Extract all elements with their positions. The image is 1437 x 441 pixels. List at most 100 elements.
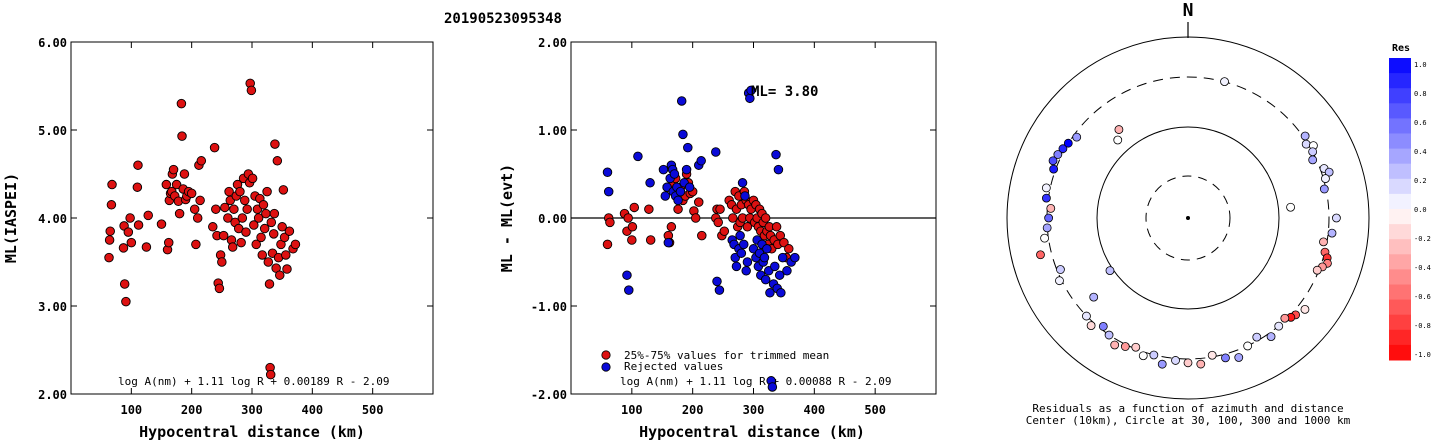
x-tick-label: 400: [803, 403, 825, 417]
data-point-trimmed: [258, 200, 269, 210]
data-point-rejected: [663, 237, 674, 248]
colorbar-cell: [1389, 299, 1411, 316]
data-point-rejected: [622, 270, 632, 280]
colorbar-ticks: 1.0 0.8 0.6 0.4 0.2 0.0 -0.2 -0.4 -0.6 -0.8 -1.0: [1414, 61, 1431, 359]
colorbar-cell: [1389, 103, 1411, 119]
data-point-trimmed: [104, 235, 115, 245]
station-marker: [1044, 213, 1054, 223]
legend-label-trimmed: 25%-75% values for trimmed mean: [624, 349, 829, 362]
station-marker: [1105, 266, 1115, 276]
data-point-trimmed: [105, 226, 115, 236]
x-axis-label: Hypocentral distance (km): [139, 423, 365, 441]
station-marker: [1082, 311, 1091, 321]
data-point-rejected: [767, 382, 778, 392]
x-tick-label: 200: [181, 403, 203, 417]
station-marker: [1301, 139, 1311, 149]
station-marker: [1327, 228, 1337, 238]
colorbar-tick-label: -1.0: [1414, 351, 1431, 359]
colorbar-cell: [1389, 254, 1411, 270]
colorbar-cell: [1389, 148, 1411, 165]
data-point-rejected: [735, 230, 745, 241]
station-marker: [1040, 233, 1050, 243]
data-point-trimmed: [605, 217, 615, 228]
colorbar-tick-label: 0.4: [1414, 148, 1427, 156]
legend-marker-trimmed: [601, 350, 611, 360]
data-point-trimmed: [143, 210, 153, 221]
data-point-rejected: [776, 288, 786, 298]
data-point-trimmed: [623, 213, 633, 223]
tick-group: 100 200 300 400 500 -2.00 -1.00 0.00 1.00 2.00: [531, 36, 936, 417]
data-point-trimmed: [627, 235, 637, 245]
data-point-trimmed: [214, 283, 225, 294]
y-tick-label: -1.00: [531, 300, 567, 314]
data-point-trimmed: [106, 200, 117, 210]
data-point-trimmed: [227, 242, 238, 252]
data-point-rejected: [669, 169, 680, 179]
station-marker: [1138, 351, 1148, 361]
station-marker: [1041, 183, 1051, 193]
station-marker: [1324, 167, 1334, 177]
station-marker: [1220, 77, 1229, 87]
data-point-rejected: [773, 164, 784, 175]
data-point-rejected: [746, 85, 756, 96]
data-point-trimmed: [742, 222, 753, 232]
colorbar-title: Res: [1392, 43, 1410, 54]
station-marker: [1072, 132, 1082, 142]
station-marker: [1036, 250, 1045, 260]
colorbar-cell: [1389, 163, 1411, 180]
station-marker: [1042, 223, 1052, 233]
data-point-rejected: [681, 164, 692, 175]
data-point-rejected: [683, 142, 693, 153]
data-point-trimmed: [240, 195, 250, 206]
data-point-trimmed: [242, 204, 252, 214]
station-marker: [1157, 359, 1167, 369]
data-point-trimmed: [192, 213, 203, 223]
data-point-trimmed: [220, 202, 230, 213]
station-marker: [1266, 332, 1276, 342]
data-point-rejected: [741, 266, 751, 276]
legend: 25%-75% values for trimmed mean Rejected…: [601, 349, 829, 373]
data-point-trimmed: [132, 182, 143, 192]
data-point-trimmed: [282, 264, 292, 274]
data-point-trimmed: [666, 222, 677, 232]
data-point-trimmed: [125, 213, 135, 223]
data-point-trimmed: [602, 239, 613, 250]
colorbar-cell: [1389, 284, 1411, 301]
data-point-trimmed: [237, 213, 248, 223]
data-point-rejected: [696, 156, 706, 166]
data-point-rejected: [774, 270, 785, 280]
colorbar-cell: [1389, 58, 1411, 74]
data-point-rejected: [770, 261, 780, 272]
data-point-trimmed: [629, 202, 640, 213]
x-tick-label: 500: [864, 403, 886, 417]
data-point-trimmed: [191, 239, 201, 250]
formula-label: log A(nm) + 1.11 log R + 0.00088 R - 2.0…: [620, 375, 892, 388]
colorbar-tick-label: 0.8: [1414, 90, 1427, 98]
data-point-trimmed: [141, 242, 152, 252]
colorbar-cell: [1389, 88, 1411, 104]
colorbar-cell: [1389, 269, 1411, 285]
data-point-rejected: [765, 288, 775, 298]
data-point-trimmed: [251, 239, 261, 250]
data-point-trimmed: [713, 217, 723, 228]
data-point-trimmed: [223, 213, 233, 223]
station-marker: [1120, 342, 1130, 351]
station-marker: [1171, 356, 1180, 365]
data-point-trimmed: [290, 239, 301, 250]
data-point-rejected: [711, 147, 721, 157]
data-point-trimmed: [246, 85, 257, 96]
ring-30km: [1145, 175, 1231, 261]
north-label: N: [1183, 0, 1194, 21]
data-point-trimmed: [241, 227, 251, 237]
y-tick-label: 4.00: [38, 212, 67, 226]
station-marker: [1098, 321, 1108, 331]
station-marker: [1149, 350, 1159, 360]
data-point-trimmed: [784, 244, 794, 254]
data-point-rejected: [660, 191, 671, 201]
data-point-rejected: [739, 239, 749, 250]
station-marker: [1300, 304, 1310, 314]
data-point-trimmed: [760, 213, 771, 223]
data-point-rejected: [740, 191, 750, 201]
station-marker: [1086, 321, 1096, 331]
station-marker: [1300, 131, 1310, 141]
